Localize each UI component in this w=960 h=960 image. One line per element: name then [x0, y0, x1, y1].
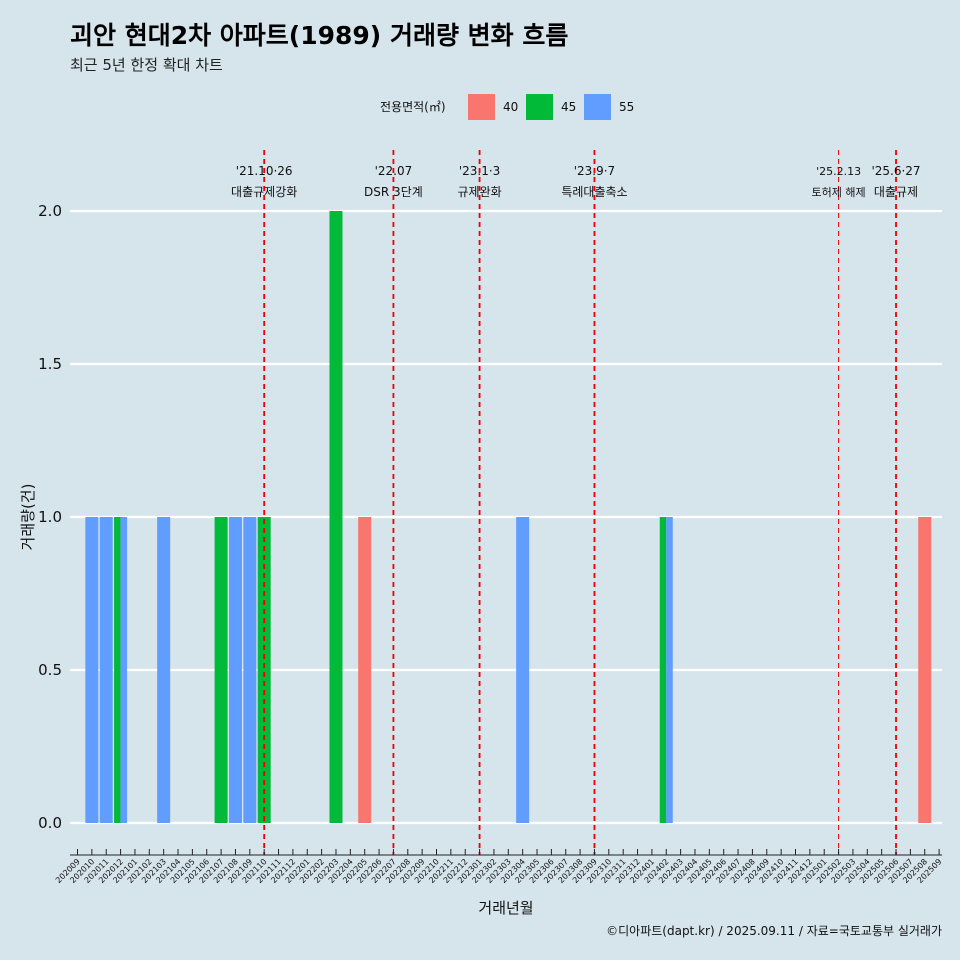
legend: 전용면적(㎡) 40 45 55	[380, 94, 634, 120]
event-date: '25.2.13	[816, 165, 861, 178]
y-tick-label: 2.0	[38, 202, 62, 220]
caption: ©디아파트(dapt.kr) / 2025.09.11 / 자료=국토교통부 실…	[606, 924, 942, 938]
event-label: DSR 3단계	[364, 185, 423, 199]
chart-title: 괴안 현대2차 아파트(1989) 거래량 변화 흐름	[70, 21, 568, 50]
event-label: 대출규제	[874, 185, 918, 199]
legend-swatch-40	[468, 94, 495, 120]
bar-202402-45	[659, 517, 667, 823]
legend-label-55: 55	[619, 100, 634, 114]
legend-swatch-55	[584, 94, 611, 120]
grid	[70, 209, 942, 825]
event-date: '21.10·26	[236, 164, 293, 178]
bar-202205-40	[358, 517, 372, 823]
event-date: '23.9·7	[574, 164, 615, 178]
bar-202107-45	[214, 517, 228, 823]
y-tick-label: 0.5	[38, 661, 62, 679]
legend-title: 전용면적(㎡)	[380, 100, 446, 114]
bar-202203-45	[329, 211, 343, 823]
bar-202108-55	[228, 517, 242, 823]
y-tick-label: 1.0	[38, 508, 62, 526]
chart-subtitle: 최근 5년 한정 확대 차트	[70, 56, 223, 74]
bar-202012-45	[114, 517, 121, 823]
bar-202508-40	[918, 517, 932, 823]
legend-label-40: 40	[503, 100, 518, 114]
event-date: '23.1·3	[459, 164, 500, 178]
event-label: 특례대출축소	[561, 185, 627, 199]
legend-label-45: 45	[561, 100, 576, 114]
bar-202402-55	[666, 517, 673, 823]
y-tick-label: 1.5	[38, 355, 62, 373]
bar-202304-55	[516, 517, 530, 823]
event-lines: '21.10·26 대출규제강화 '22.07 DSR 3단계 '23.1·3 규제완화 '…	[231, 150, 921, 855]
y-axis-ticks: 0.0 0.5 1.0 1.5 2.0	[38, 202, 62, 832]
bar-202010-55	[85, 517, 99, 823]
event-date: '25.6·27	[871, 164, 920, 178]
bar-202109-55	[243, 517, 257, 823]
x-axis-label: 거래년월	[478, 899, 533, 917]
y-tick-label: 0.0	[38, 814, 62, 832]
event-label: 토허제 해제	[812, 185, 866, 199]
x-axis: 2020092020102020112020122021012021022021…	[54, 849, 944, 885]
bar-202011-55	[99, 517, 113, 823]
event-date: '22.07	[375, 164, 413, 178]
bar-202103-55	[157, 517, 171, 823]
bars	[85, 211, 932, 823]
event-label: 규제완화	[457, 185, 501, 199]
bar-202110-45	[257, 517, 271, 823]
y-axis-label: 거래량(건)	[19, 484, 37, 551]
bar-202012-55	[120, 517, 128, 823]
event-label: 대출규제강화	[231, 185, 297, 199]
legend-swatch-45	[526, 94, 553, 120]
